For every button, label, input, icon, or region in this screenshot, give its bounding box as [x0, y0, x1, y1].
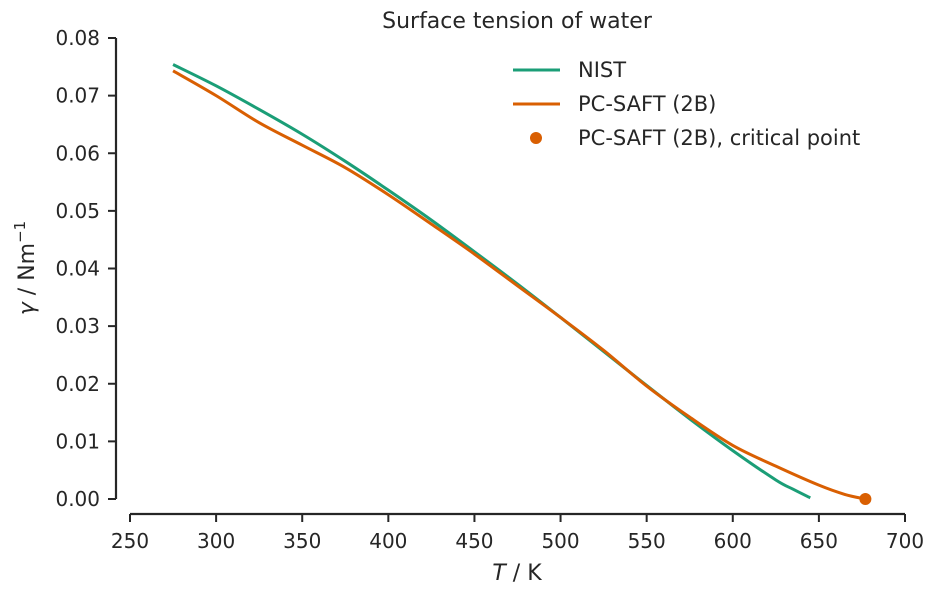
y-tick-label: 0.08: [55, 26, 100, 50]
y-axis-label: γ / Nm−1: [11, 221, 40, 315]
legend-label: PC-SAFT (2B), critical point: [578, 126, 860, 150]
x-tick-label: 250: [111, 529, 149, 553]
y-tick-label: 0.03: [55, 314, 100, 338]
y-tick-label: 0.06: [55, 141, 100, 165]
x-axis-label-unit: / K: [506, 561, 542, 586]
chart-title: Surface tension of water: [382, 9, 653, 34]
x-tick-label: 300: [197, 529, 235, 553]
y-tick-label: 0.07: [55, 84, 100, 108]
x-axis-label-symbol: T: [492, 561, 507, 586]
x-tick-label: 400: [369, 529, 407, 553]
series-line-pc-saft-2b-: [172, 69, 866, 501]
x-tick-label: 700: [886, 529, 924, 553]
critical-point-marker: [859, 493, 872, 505]
y-tick-label: 0.05: [55, 199, 100, 223]
x-tick-label: 650: [800, 529, 838, 553]
y-tick-label: 0.02: [55, 372, 100, 396]
y-axis-label-exponent: −1: [11, 221, 29, 243]
y-tick-label: 0.01: [55, 429, 100, 453]
legend: NIST PC-SAFT (2B) PC-SAFT (2B), critical p…: [513, 58, 860, 150]
y-axis-label-symbol: γ: [15, 301, 40, 315]
legend-label: NIST: [578, 58, 626, 82]
x-tick-label: 450: [455, 529, 493, 553]
y-tick-label: 0.04: [55, 257, 100, 281]
x-tick-label: 600: [714, 529, 752, 553]
x-tick-label: 500: [541, 529, 579, 553]
y-tick-label: 0.00: [55, 487, 100, 511]
legend-label: PC-SAFT (2B): [578, 92, 716, 116]
x-tick-label: 550: [628, 529, 666, 553]
legend-marker-swatch: [530, 132, 542, 144]
x-tick-label: 350: [283, 529, 321, 553]
y-axis-label-unit: / Nm: [15, 243, 40, 302]
x-axis-label: T / K: [492, 561, 542, 586]
